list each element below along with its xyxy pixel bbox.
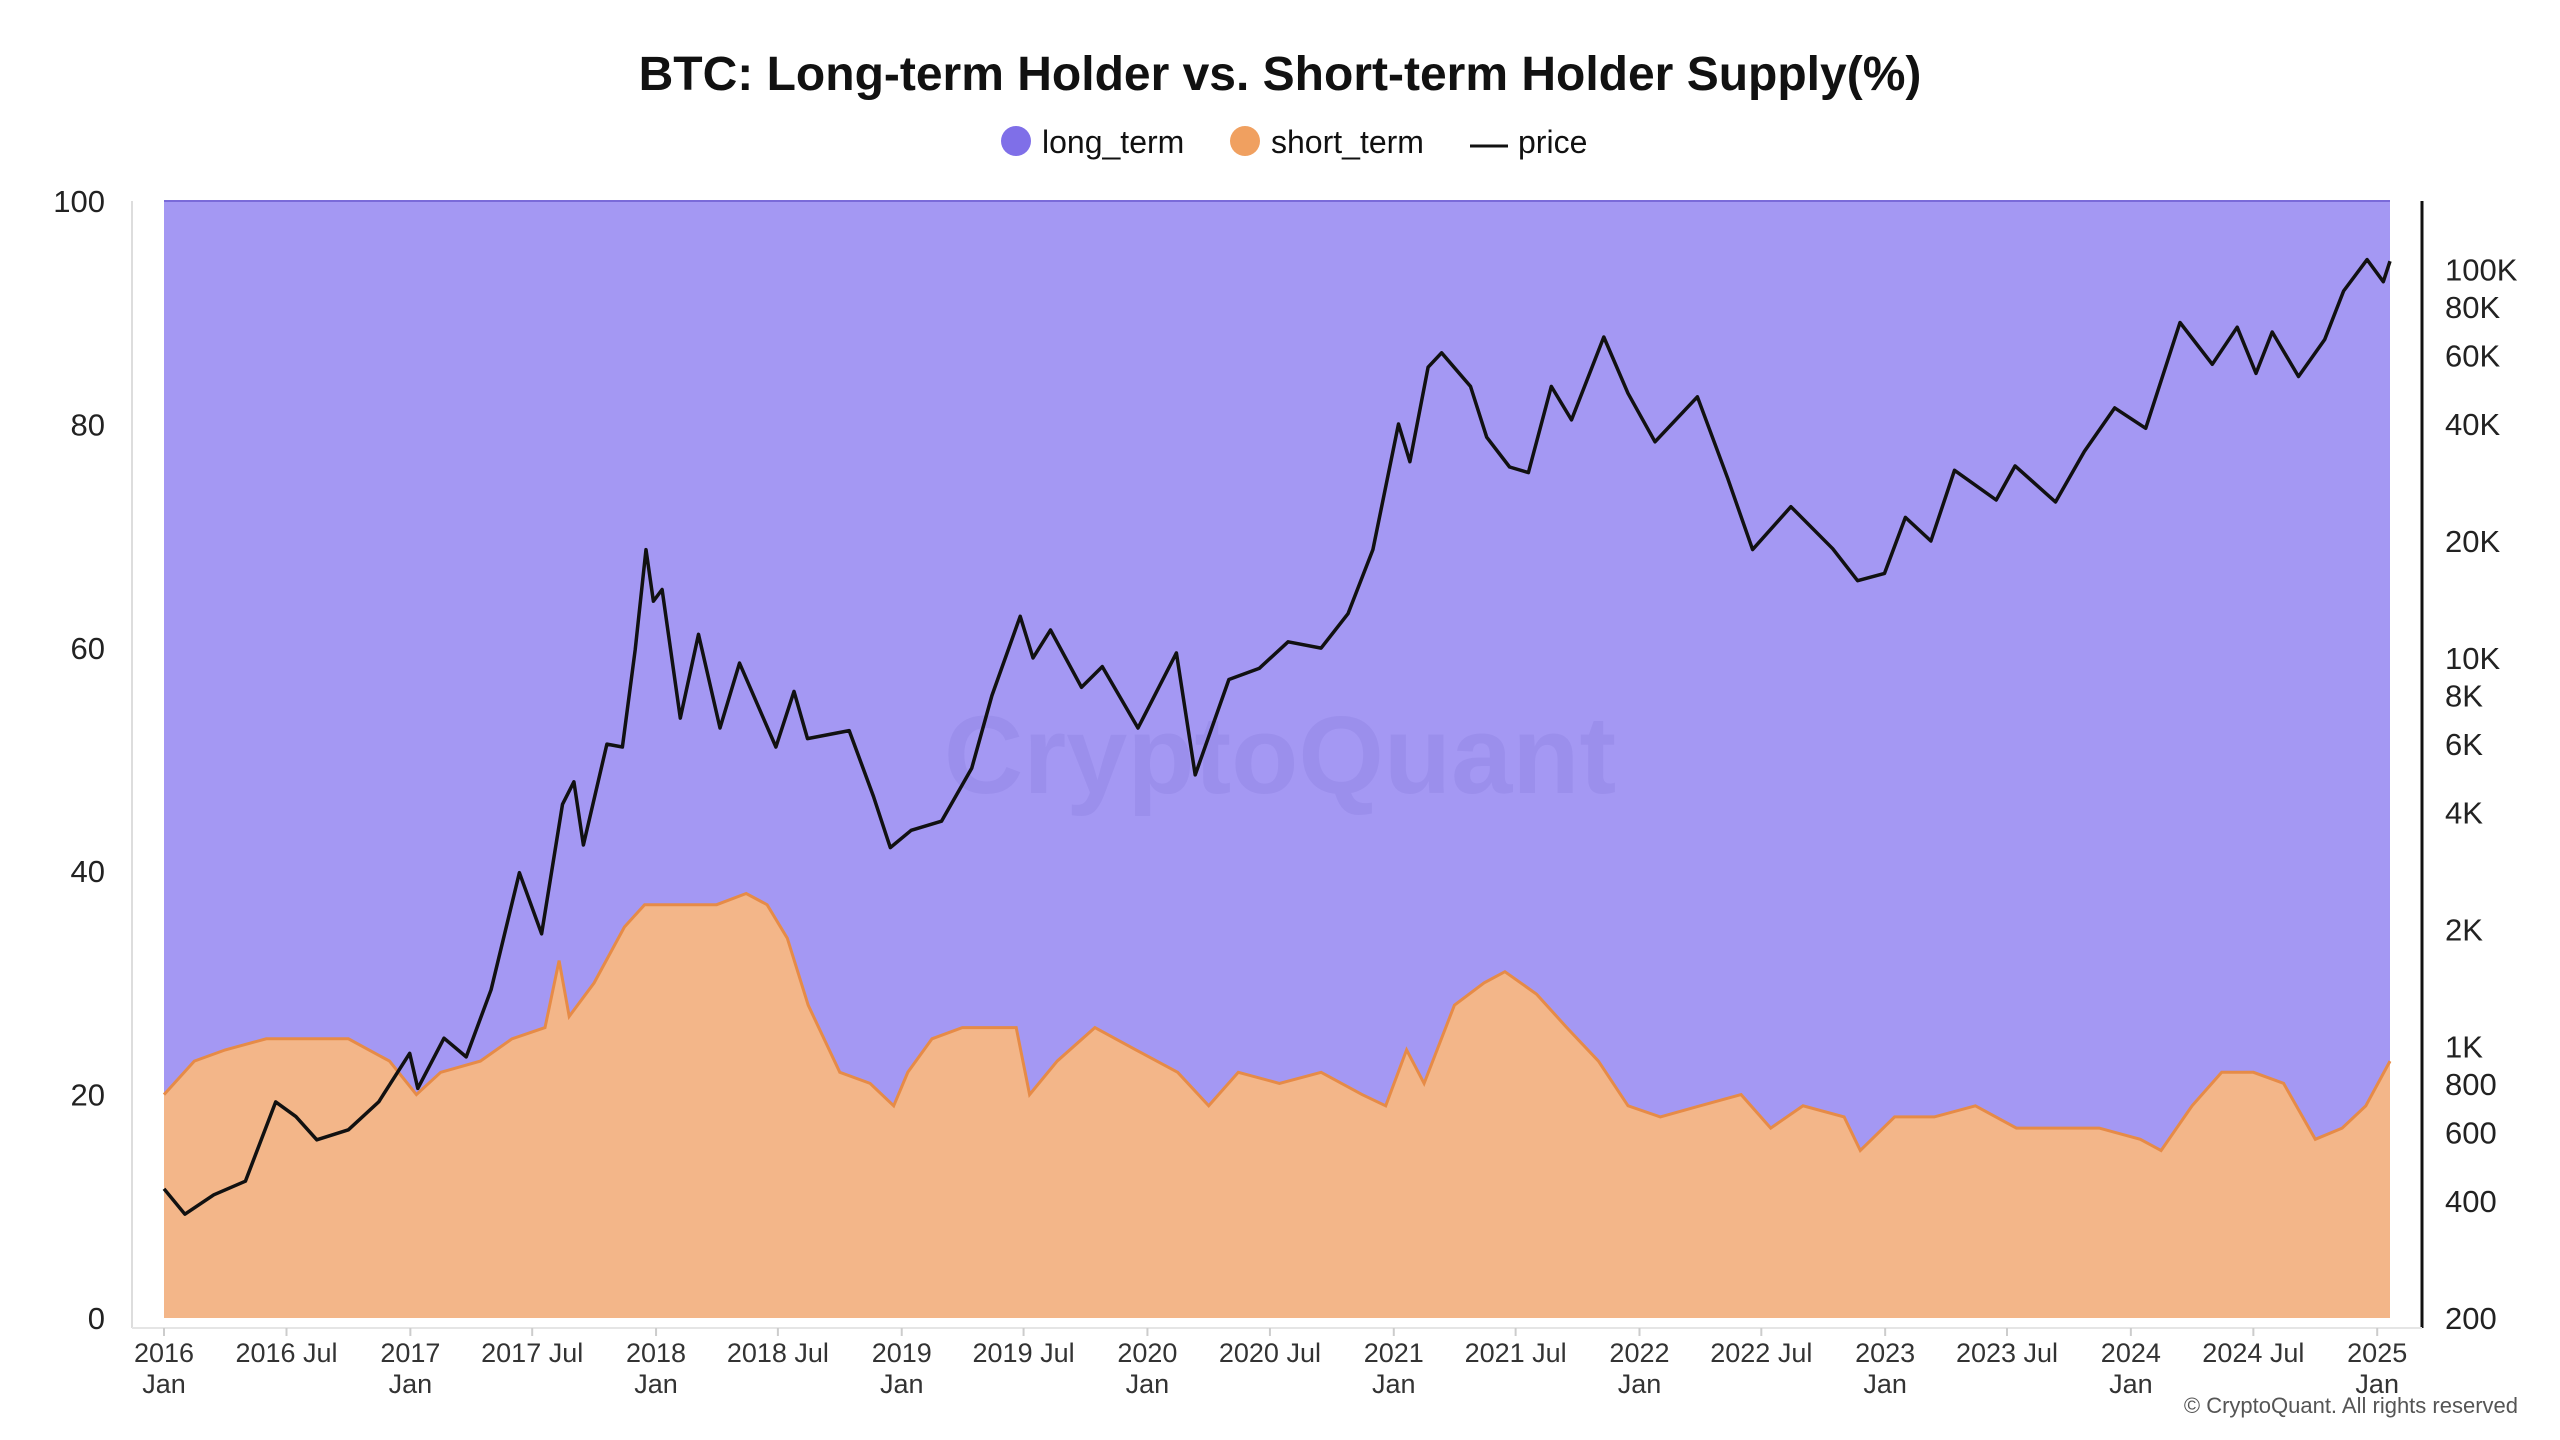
x-tick-label: 2020 [1117, 1338, 1177, 1368]
y-right-tick-label: 6K [2445, 727, 2483, 762]
x-tick-sublabel: Jan [142, 1369, 186, 1399]
short-term-edge-line [162, 891, 2392, 1154]
x-tick-label: 2017 Jul [481, 1338, 583, 1368]
legend-long-term-marker [1001, 126, 1031, 156]
price-line [162, 257, 2392, 1216]
legend-item-long-term[interactable]: long_term [1001, 124, 1184, 160]
x-tick-label: 2020 Jul [1219, 1338, 1321, 1368]
x-tick-label: 2018 [626, 1338, 686, 1368]
y-right-tick-label: 10K [2445, 641, 2500, 676]
x-tick-label: 2017 [380, 1338, 440, 1368]
legend-short-term-marker [1230, 126, 1260, 156]
x-tick-sublabel: Jan [2355, 1369, 2399, 1399]
x-tick-label: 2025 [2347, 1338, 2407, 1368]
x-tick-sublabel: Jan [634, 1369, 678, 1399]
y-left-tick-label: 20 [71, 1078, 105, 1113]
x-tick-sublabel: Jan [1126, 1369, 1170, 1399]
y-right-tick-label: 20K [2445, 524, 2500, 559]
y-right-tick-label: 8K [2445, 679, 2483, 714]
y-left-ticks: 0 20 40 60 80 100 [53, 184, 105, 1336]
price-line-layer [162, 257, 2392, 1216]
x-tick-label: 2023 [1855, 1338, 1915, 1368]
axes [131, 201, 2424, 1329]
x-tick-label: 2018 Jul [727, 1338, 829, 1368]
y-right-tick-label: 2K [2445, 912, 2483, 947]
legend-short-term-label: short_term [1271, 124, 1424, 160]
x-tick-sublabel: Jan [2109, 1369, 2153, 1399]
x-tick-sublabel: Jan [1863, 1369, 1907, 1399]
y-right-tick-label: 800 [2445, 1067, 2497, 1102]
y-left-tick-label: 100 [53, 184, 105, 219]
y-right-tick-label: 60K [2445, 339, 2500, 374]
x-tick-sublabel: Jan [1372, 1369, 1416, 1399]
y-right-tick-label: 600 [2445, 1116, 2497, 1151]
x-tick-label: 2016 [134, 1338, 194, 1368]
legend: long_term short_term price [1001, 124, 1587, 160]
x-tick-label: 2022 [1609, 1338, 1669, 1368]
x-tick-label: 2023 Jul [1956, 1338, 2058, 1368]
legend-item-short-term[interactable]: short_term [1230, 124, 1424, 160]
y-right-tick-label: 100K [2445, 252, 2518, 287]
x-tick-label: 2016 Jul [235, 1338, 337, 1368]
y-right-tick-label: 400 [2445, 1184, 2497, 1219]
x-tick-label: 2022 Jul [1710, 1338, 1812, 1368]
y-left-tick-label: 0 [88, 1301, 105, 1336]
x-tick-label: 2021 Jul [1465, 1338, 1567, 1368]
y-right-tick-label: 40K [2445, 407, 2500, 442]
y-left-tick-label: 80 [71, 407, 105, 442]
x-tick-sublabel: Jan [1618, 1369, 1662, 1399]
x-tick-label: 2019 [872, 1338, 932, 1368]
x-tick-sublabel: Jan [880, 1369, 924, 1399]
plot-areas [162, 200, 2392, 1318]
x-tick-label: 2019 Jul [973, 1338, 1075, 1368]
y-right-tick-label: 80K [2445, 290, 2500, 325]
y-right-tick-label: 4K [2445, 796, 2483, 831]
x-tick-label: 2024 Jul [2202, 1338, 2304, 1368]
x-tick-label: 2021 [1364, 1338, 1424, 1368]
y-left-tick-label: 40 [71, 854, 105, 889]
legend-long-term-label: long_term [1042, 124, 1184, 160]
watermark: CryptoQuant [944, 694, 1616, 817]
x-tick-sublabel: Jan [389, 1369, 433, 1399]
copyright-notice: © CryptoQuant. All rights reserved [2184, 1393, 2518, 1418]
short-term-area [164, 893, 2390, 1318]
chart-title: BTC: Long-term Holder vs. Short-term Hol… [639, 48, 1922, 101]
y-right-tick-label: 1K [2445, 1029, 2483, 1064]
legend-item-price[interactable]: price [1470, 124, 1587, 160]
x-tick-label: 2024 [2101, 1338, 2161, 1368]
y-left-tick-label: 60 [71, 631, 105, 666]
legend-price-label: price [1518, 124, 1587, 160]
y-right-tick-label: 200 [2445, 1301, 2497, 1336]
